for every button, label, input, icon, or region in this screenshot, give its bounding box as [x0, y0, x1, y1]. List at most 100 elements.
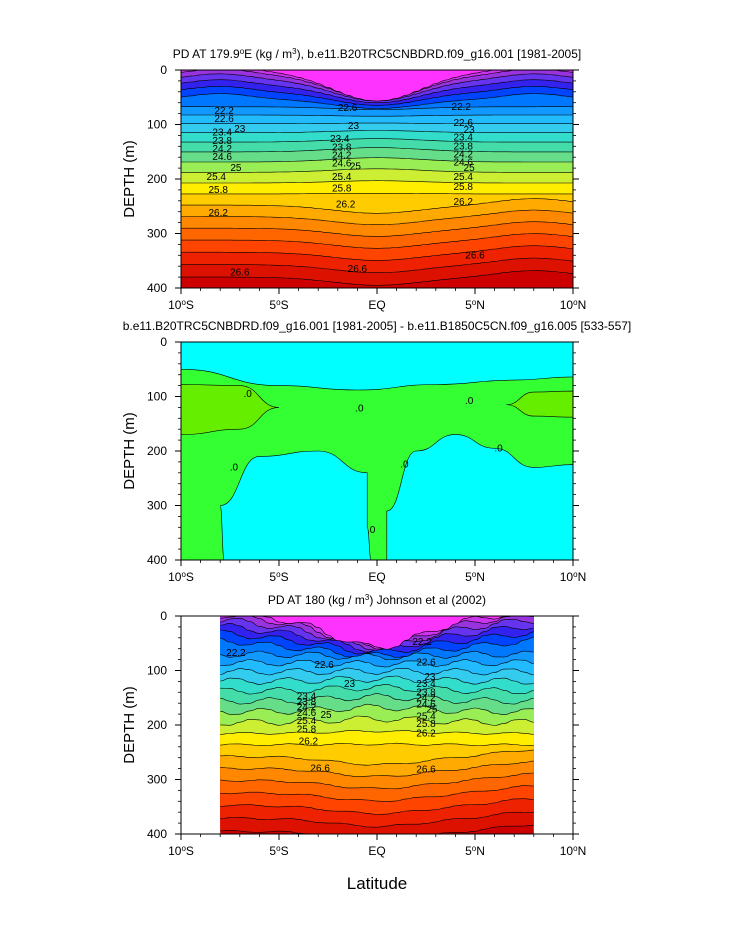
contour-label: 25.4	[416, 711, 436, 722]
diff-blob-east	[506, 390, 573, 418]
band-fill	[181, 70, 573, 102]
contour-line	[220, 683, 534, 695]
contour-label: 24.2	[332, 151, 352, 162]
contour-label: 25.4	[297, 716, 317, 727]
contour-label: .0	[400, 460, 409, 471]
contour-line	[181, 157, 573, 163]
contour-label: 25.8	[297, 724, 317, 735]
contour-line	[220, 798, 534, 815]
contour-line	[220, 637, 534, 658]
contour-label: 26.2	[454, 197, 474, 208]
y-tick-label: 300	[147, 227, 167, 241]
contour-line	[181, 106, 573, 110]
y-tick-label: 0	[160, 63, 167, 77]
contour-label: 23.4	[416, 679, 436, 690]
contour-line	[220, 749, 534, 766]
contour-label: 23	[464, 125, 476, 136]
x-tick-label: EQ	[368, 298, 385, 312]
contour-label: 26.6	[230, 268, 250, 279]
x-tick-label: 5oN	[465, 844, 485, 859]
contour-label: 25.8	[209, 185, 229, 196]
diff-lobe-east	[386, 434, 573, 560]
contour-label: 24.6	[212, 152, 232, 163]
chart-title: b.e11.B20TRC5CNBDRD.f09_g16.001 [1981-20…	[123, 319, 632, 333]
y-tick-label: 300	[147, 499, 167, 513]
x-tick-label: EQ	[368, 570, 385, 584]
contour-line	[181, 79, 573, 104]
contour-label: 23.8	[416, 687, 436, 698]
x-tick-label: 10oN	[560, 570, 586, 585]
contour-line	[220, 730, 534, 735]
contour-label: 25	[350, 161, 362, 172]
contour-label: 23.4	[212, 128, 232, 139]
contour-label: 23.8	[212, 136, 232, 147]
diff-lobe-west	[219, 450, 372, 560]
contour-label: 23.8	[454, 141, 474, 152]
contour-line	[181, 122, 573, 125]
contour-line	[181, 257, 573, 274]
contour-label: 25	[230, 163, 242, 174]
contour-line	[220, 617, 534, 651]
contour-label: 25.8	[454, 182, 474, 193]
contour-line	[220, 772, 534, 790]
contour-label: 24.2	[297, 703, 317, 714]
contour-line	[220, 659, 534, 668]
contour-label: 25.4	[332, 172, 352, 183]
contour-line	[181, 198, 573, 214]
contour-label: 22.2	[412, 637, 432, 648]
x-tick-label: 10oS	[168, 844, 194, 859]
x-tick-label: 5oN	[465, 298, 485, 313]
contour-label: 26.2	[336, 200, 356, 211]
chart-title: PD AT 180 (kg / m3) Johnson et al (2002)	[268, 593, 486, 608]
contour-field	[181, 342, 573, 560]
y-tick-label: 400	[147, 827, 167, 841]
contour-label: 22.6	[416, 657, 436, 668]
x-axis-label: Latitude	[347, 874, 408, 893]
contour-label: 24.2	[416, 693, 436, 704]
contour-label: .0	[243, 389, 252, 400]
contour-line	[220, 715, 534, 726]
y-tick-label: 100	[147, 118, 167, 132]
band-fill	[220, 616, 534, 650]
y-tick-label: 400	[147, 281, 167, 295]
contour-label: 23	[234, 124, 246, 135]
y-axis-label: DEPTH (m)	[121, 686, 138, 764]
contour-line	[220, 760, 534, 777]
contour-line	[220, 703, 534, 716]
contour-line	[181, 221, 573, 237]
contour-line	[181, 168, 573, 173]
x-tick-label: 10oS	[168, 570, 194, 585]
contour-line	[181, 180, 573, 184]
contour-label: 23	[348, 121, 360, 132]
contour-field	[181, 70, 573, 288]
contour-line	[181, 130, 573, 133]
contour-label: 26.6	[348, 264, 368, 275]
contour-label: 23.4	[454, 133, 474, 144]
contour-label: 24.6	[416, 699, 436, 710]
contour-label: 25	[464, 163, 476, 174]
contour-label: 26.2	[209, 208, 229, 219]
contour-label: 25.4	[454, 172, 474, 183]
contour-line	[181, 209, 573, 226]
contour-label: 26.2	[416, 729, 436, 740]
y-tick-label: 0	[160, 609, 167, 623]
contour-line	[181, 114, 573, 117]
x-tick-label: 10oN	[560, 298, 586, 313]
contour-label: 23.8	[332, 142, 352, 153]
contour-line	[181, 70, 573, 102]
contour-line	[181, 270, 573, 286]
contour-label: 23.4	[330, 134, 350, 145]
contour-field	[220, 616, 534, 834]
contour-label: .0	[355, 403, 364, 414]
contour-line	[181, 93, 573, 109]
contour-label: 25	[320, 710, 332, 721]
y-tick-label: 300	[147, 773, 167, 787]
contour-label: .0	[494, 443, 503, 454]
contour-label: .0	[465, 396, 474, 407]
y-tick-label: 200	[147, 172, 167, 186]
contour-line	[220, 785, 534, 803]
